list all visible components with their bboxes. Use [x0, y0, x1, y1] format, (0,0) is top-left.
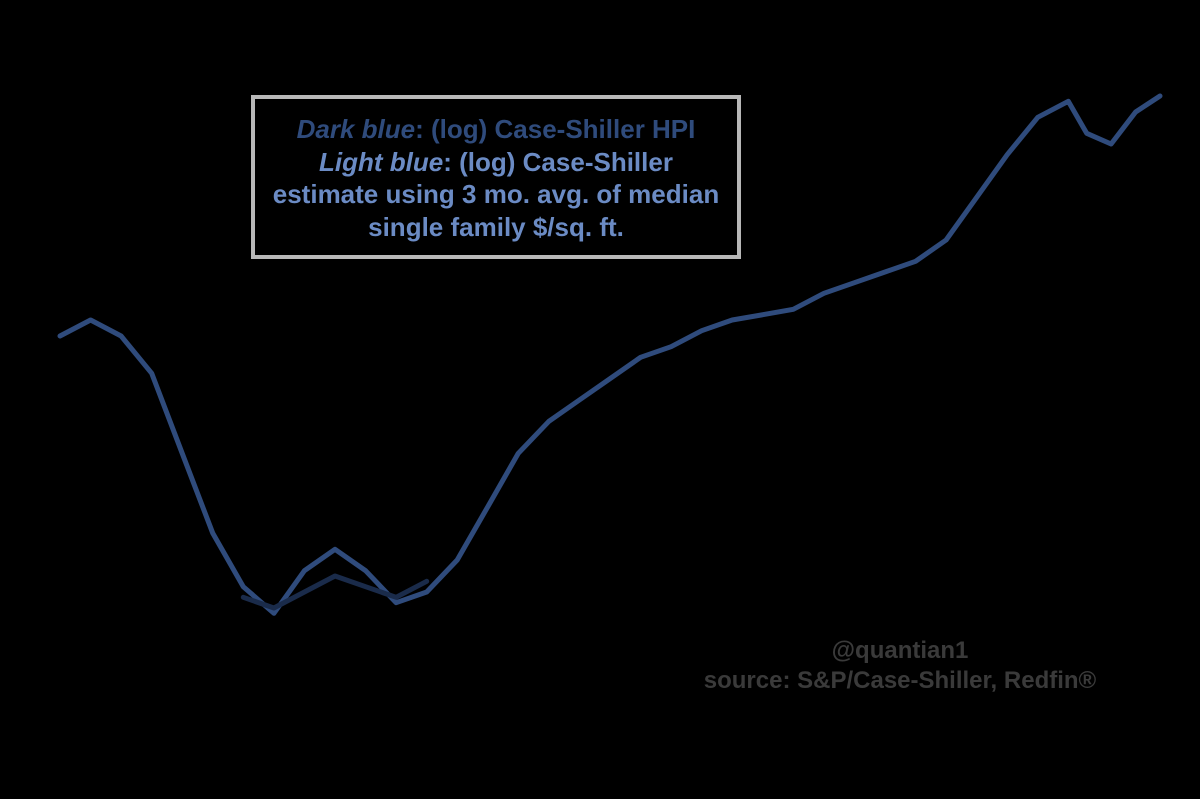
- legend-text: : (log) Case-Shiller: [443, 147, 673, 177]
- credit-box: @quantian1source: S&P/Case-Shiller, Redf…: [640, 636, 1160, 696]
- legend-text: estimate using 3 mo. avg. of median: [273, 179, 719, 209]
- legend-line: estimate using 3 mo. avg. of median: [255, 178, 737, 211]
- legend-text: Light blue: [319, 147, 443, 177]
- legend-line: single family $/sq. ft.: [255, 211, 737, 244]
- legend-text: : (log) Case-Shiller HPI: [415, 114, 695, 144]
- legend-line: Dark blue: (log) Case-Shiller HPI: [255, 113, 737, 146]
- credit-line: source: S&P/Case-Shiller, Redfin®: [640, 666, 1160, 696]
- credit-line: @quantian1: [640, 636, 1160, 666]
- legend-text: Dark blue: [297, 114, 416, 144]
- legend-text: single family $/sq. ft.: [368, 212, 624, 242]
- legend-box: Dark blue: (log) Case-Shiller HPILight b…: [251, 95, 741, 259]
- legend-line: Light blue: (log) Case-Shiller: [255, 146, 737, 179]
- chart-container: Dark blue: (log) Case-Shiller HPILight b…: [0, 0, 1200, 799]
